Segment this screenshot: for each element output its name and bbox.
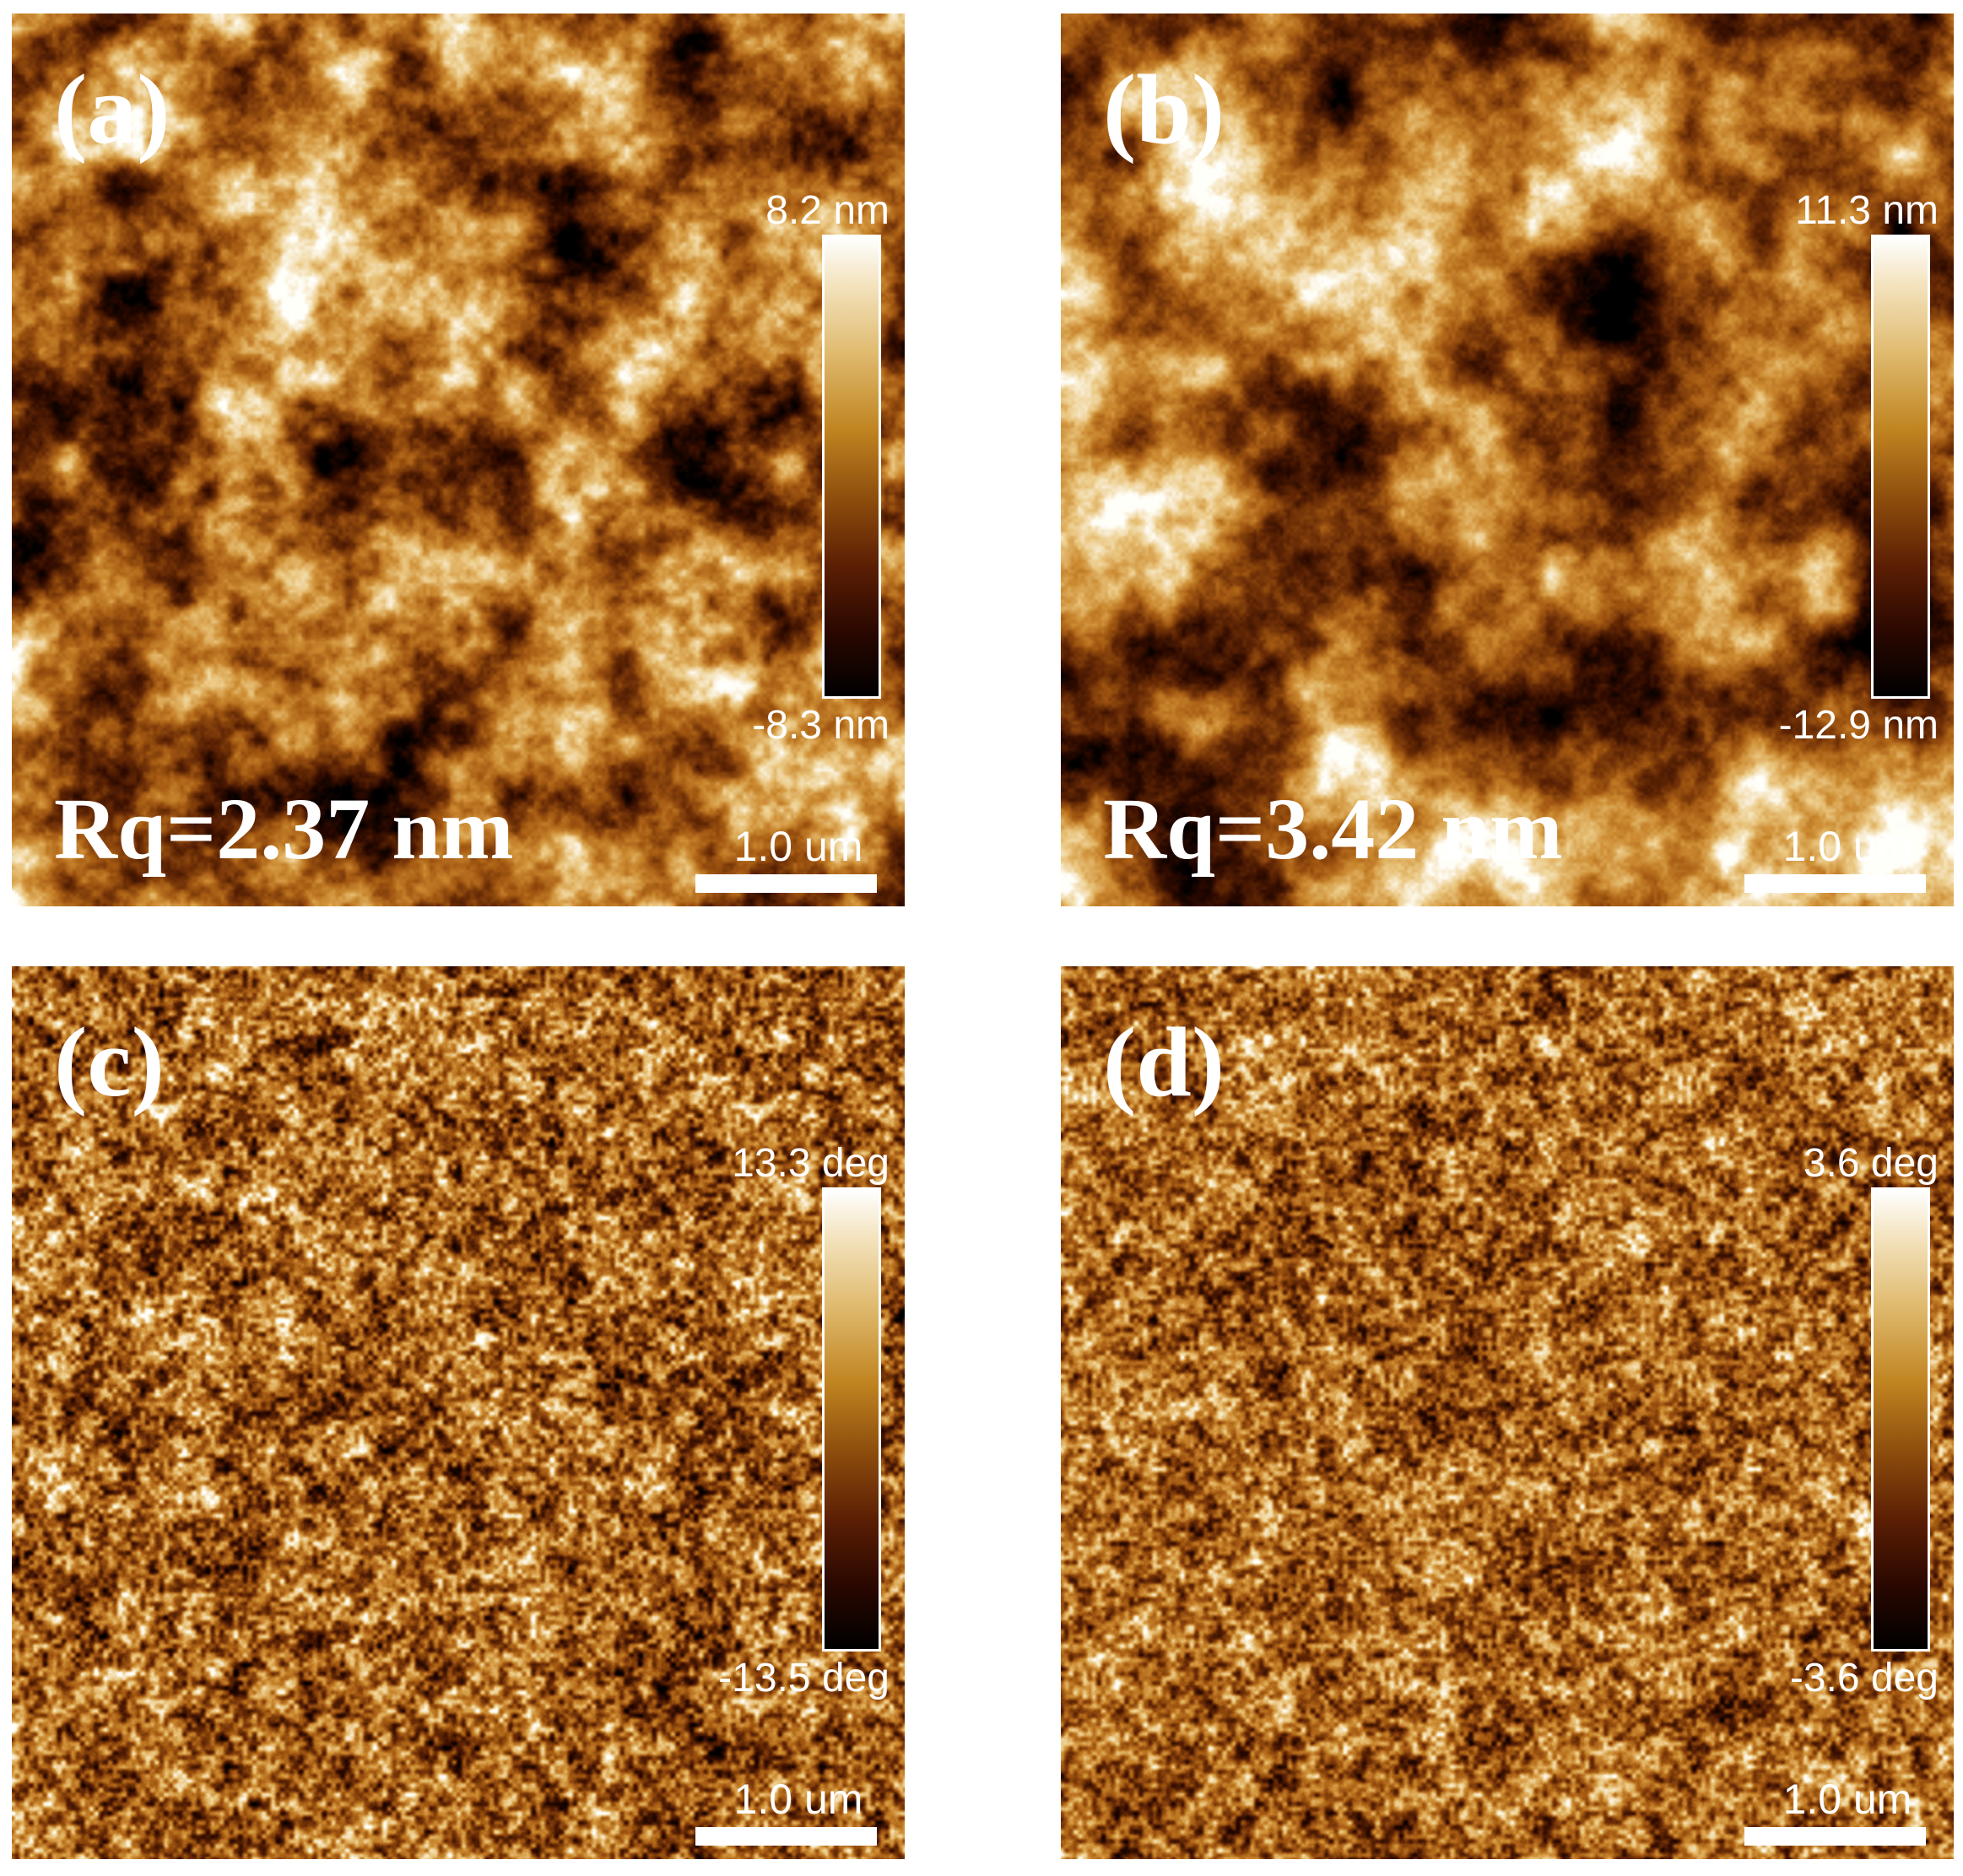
colorbar-max-label: 3.6 deg [1803, 1141, 1939, 1186]
colorbar-min-label: -13.5 deg [718, 1656, 890, 1700]
colorbar-max-label: 8.2 nm [765, 188, 890, 233]
roughness-label: Rq=2.37 nm [54, 781, 514, 878]
scale-bar-label: 1.0 um [1782, 1776, 1912, 1823]
panel-label: (a) [54, 54, 170, 165]
colorbar [822, 235, 881, 699]
colorbar [1871, 235, 1930, 699]
roughness-label: Rq=3.42 nm [1103, 781, 1563, 878]
afm-panel-c: (c) 13.3 deg -13.5 deg 1.0 um [12, 966, 905, 1859]
colorbar [822, 1187, 881, 1652]
afm-height-image [12, 14, 905, 906]
scale-bar-label: 1.0 um [733, 823, 863, 870]
panel-label: (b) [1103, 54, 1225, 165]
colorbar [1871, 1187, 1930, 1652]
scale-bar [695, 874, 877, 893]
scale-bar-label: 1.0 um [733, 1776, 863, 1823]
colorbar-min-label: -8.3 nm [752, 703, 890, 748]
panel-label: (c) [54, 1007, 165, 1117]
scale-bar [1744, 1827, 1926, 1846]
colorbar-max-label: 13.3 deg [732, 1141, 890, 1186]
afm-phase-image [1061, 966, 1954, 1859]
colorbar-min-label: -12.9 nm [1778, 703, 1939, 748]
afm-panel-b: (b) 11.3 nm -12.9 nm Rq=3.42 nm 1.0 um [1061, 14, 1954, 906]
afm-panel-d: (d) 3.6 deg -3.6 deg 1.0 um [1061, 966, 1954, 1859]
afm-phase-image [12, 966, 905, 1859]
colorbar-max-label: 11.3 nm [1795, 188, 1939, 233]
colorbar-min-label: -3.6 deg [1789, 1656, 1939, 1700]
scale-bar [1744, 874, 1926, 893]
afm-height-image [1061, 14, 1954, 906]
scale-bar [695, 1827, 877, 1846]
scale-bar-label: 1.0 um [1782, 823, 1912, 870]
afm-panel-a: (a) 8.2 nm -8.3 nm Rq=2.37 nm 1.0 um [12, 14, 905, 906]
panel-label: (d) [1103, 1007, 1225, 1117]
